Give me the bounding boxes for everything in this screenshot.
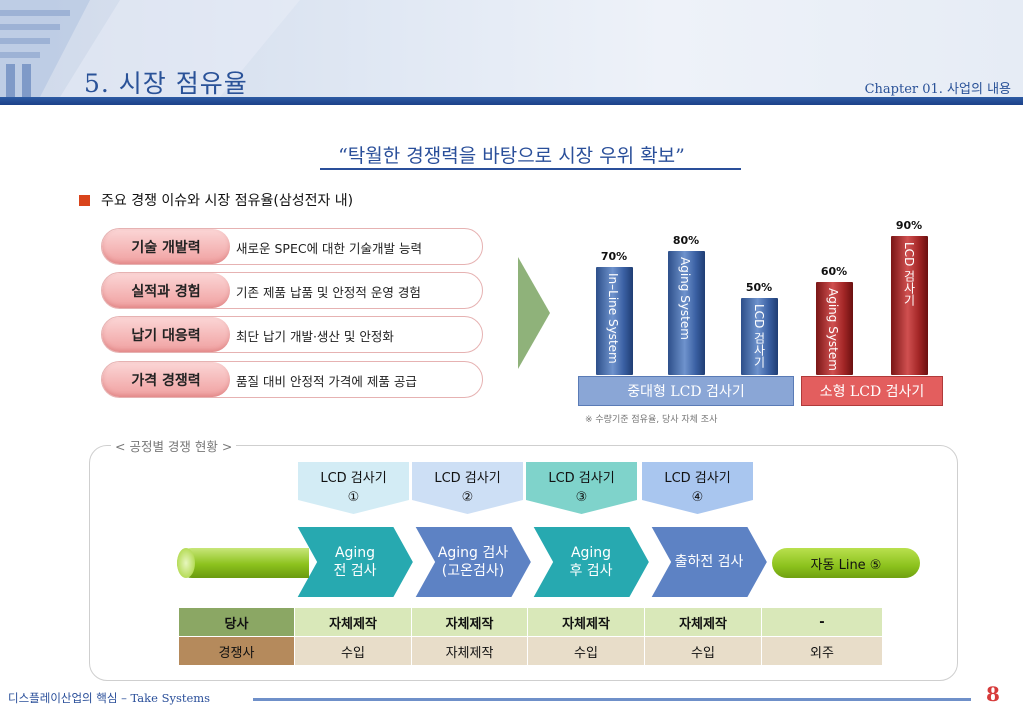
chart-note: ※ 수량기준 점유율, 당사 자체 조사 bbox=[585, 415, 718, 425]
chart-bar-category: LCD 검사기 bbox=[752, 303, 766, 368]
lcd-box-number: ② bbox=[461, 490, 474, 505]
stage-chevron bbox=[530, 525, 652, 599]
stage-label: 출하전 검사 bbox=[674, 554, 744, 570]
stage-sublabel: 전 검사 bbox=[333, 563, 377, 579]
process-frame bbox=[89, 445, 958, 681]
chart-value-label: 70% bbox=[600, 249, 628, 263]
stage-chevron bbox=[648, 525, 770, 599]
stage-sublabel: 후 검사 bbox=[569, 563, 613, 579]
chart-bar bbox=[668, 251, 705, 375]
issue-description: 최단 납기 개발·생산 및 안정화 bbox=[236, 329, 394, 344]
stage-label: Aging 검사 bbox=[437, 545, 509, 561]
issue-row: 실적과 경험 기존 제품 납품 및 안정적 운영 경험 bbox=[101, 272, 483, 309]
table-row: 당사 자체제작 자체제작 자체제작 자체제작 - bbox=[178, 607, 883, 637]
table-cell: 수입 bbox=[644, 636, 762, 666]
footer-text: 디스플레이산업의 핵심 – Take Systems bbox=[8, 691, 211, 705]
chart-bar-category: Aging System bbox=[826, 288, 840, 371]
table-cell: - bbox=[761, 607, 883, 637]
auto-line: 자동 Line ⑤ bbox=[772, 548, 920, 578]
table-cell: 수입 bbox=[527, 636, 645, 666]
right-arrow-icon bbox=[518, 257, 550, 369]
chart-group-label: 소형 LCD 검사기 bbox=[801, 376, 943, 406]
issue-row: 가격 경쟁력 품질 대비 안정적 가격에 제품 공급 bbox=[101, 361, 483, 398]
process-pipe-cap bbox=[177, 548, 195, 578]
lcd-box-shape bbox=[642, 462, 753, 514]
issue-label: 실적과 경험 bbox=[102, 273, 230, 308]
issue-label: 기술 개발력 bbox=[102, 229, 230, 264]
table-row-head: 경쟁사 bbox=[178, 636, 295, 666]
stage-chevron bbox=[294, 525, 416, 599]
header-decoration bbox=[0, 0, 300, 97]
lcd-box-label: LCD 검사기 bbox=[434, 471, 501, 486]
lcd-box-3: LCD 검사기 ③ bbox=[526, 462, 637, 514]
chart-value-label: 50% bbox=[745, 280, 773, 294]
table-cell: 자체제작 bbox=[411, 636, 528, 666]
lcd-box-4: LCD 검사기 ④ bbox=[642, 462, 753, 514]
market-share-chart: In–Line System 70% Aging System 80% LCD 검사기 5… bbox=[576, 195, 946, 410]
issue-description: 품질 대비 안정적 가격에 제품 공급 bbox=[236, 374, 417, 389]
lcd-box-number: ③ bbox=[575, 490, 588, 505]
stage-sublabel: (고온검사) bbox=[441, 563, 505, 579]
process-title: < 공정별 경쟁 현황 > bbox=[111, 436, 237, 455]
headline-underline bbox=[320, 168, 741, 170]
lcd-box-shape bbox=[298, 462, 409, 514]
chart-group-label: 중대형 LCD 검사기 bbox=[578, 376, 794, 406]
stage-4: 출하전 검사 bbox=[650, 526, 768, 598]
chart-bar-category: LCD 검사기 bbox=[902, 241, 916, 306]
chart-bar-category: In–Line System bbox=[606, 272, 620, 364]
stage-3: Aging 후 검사 bbox=[532, 526, 650, 598]
lcd-box-number: ① bbox=[347, 490, 360, 505]
table-cell: 자체제작 bbox=[411, 607, 528, 637]
chart-bar-category: Aging System bbox=[678, 257, 692, 340]
issue-label: 가격 경쟁력 bbox=[102, 362, 230, 397]
competition-table: 당사 자체제작 자체제작 자체제작 자체제작 - 경쟁사 수입 자체제작 수입 … bbox=[178, 607, 883, 666]
issue-description: 새로운 SPEC에 대한 기술개발 능력 bbox=[236, 241, 422, 256]
table-cell: 외주 bbox=[761, 636, 883, 666]
stage-chevron bbox=[412, 525, 534, 599]
chart-bar bbox=[596, 266, 633, 375]
lcd-box-shape bbox=[526, 462, 637, 514]
table-cell: 자체제작 bbox=[644, 607, 762, 637]
table-cell: 자체제작 bbox=[527, 607, 645, 637]
stage-label: Aging bbox=[570, 545, 612, 561]
chapter-label: Chapter 01. 사업의 내용 bbox=[864, 82, 1011, 97]
table-row-head: 당사 bbox=[178, 607, 295, 637]
header-bar bbox=[0, 97, 1023, 105]
stage-2: Aging 검사 (고온검사) bbox=[414, 526, 532, 598]
headline: “탁월한 경쟁력을 바탕으로 시장 우위 확보” bbox=[338, 145, 685, 167]
stage-1: Aging 전 검사 bbox=[296, 526, 414, 598]
chart-value-label: 90% bbox=[895, 218, 923, 232]
table-row: 경쟁사 수입 자체제작 수입 수입 외주 bbox=[178, 636, 883, 666]
chart-bar bbox=[891, 235, 928, 375]
lcd-box-shape bbox=[412, 462, 523, 514]
issue-label: 납기 대응력 bbox=[102, 317, 230, 352]
chart-value-label: 80% bbox=[672, 234, 700, 247]
chart-bar bbox=[741, 297, 778, 375]
chart-bar bbox=[816, 282, 853, 375]
page-title: 5. 시장 점유율 bbox=[84, 69, 248, 97]
lcd-box-label: LCD 검사기 bbox=[664, 471, 731, 486]
page-number: 8 bbox=[986, 682, 1000, 706]
table-cell: 자체제작 bbox=[294, 607, 412, 637]
square-bullet-icon bbox=[79, 195, 90, 206]
lcd-box-1: LCD 검사기 ① bbox=[298, 462, 409, 514]
process-pipe bbox=[177, 548, 309, 578]
lcd-box-label: LCD 검사기 bbox=[320, 471, 387, 486]
header-banner: 5. 시장 점유율 Chapter 01. 사업의 내용 bbox=[0, 0, 1023, 97]
issue-description: 기존 제품 납품 및 안정적 운영 경험 bbox=[236, 285, 421, 300]
lcd-box-number: ④ bbox=[691, 490, 704, 505]
section-title: 주요 경쟁 이슈와 시장 점유율(삼성전자 내) bbox=[101, 193, 354, 209]
footer-line bbox=[253, 698, 971, 701]
chart-value-label: 60% bbox=[820, 265, 848, 278]
issue-row: 납기 대응력 최단 납기 개발·생산 및 안정화 bbox=[101, 316, 483, 353]
lcd-box-label: LCD 검사기 bbox=[548, 471, 615, 486]
lcd-box-2: LCD 검사기 ② bbox=[412, 462, 523, 514]
issue-row: 기술 개발력 새로운 SPEC에 대한 기술개발 능력 bbox=[101, 228, 483, 265]
table-cell: 수입 bbox=[294, 636, 412, 666]
stage-label: Aging bbox=[334, 545, 376, 561]
